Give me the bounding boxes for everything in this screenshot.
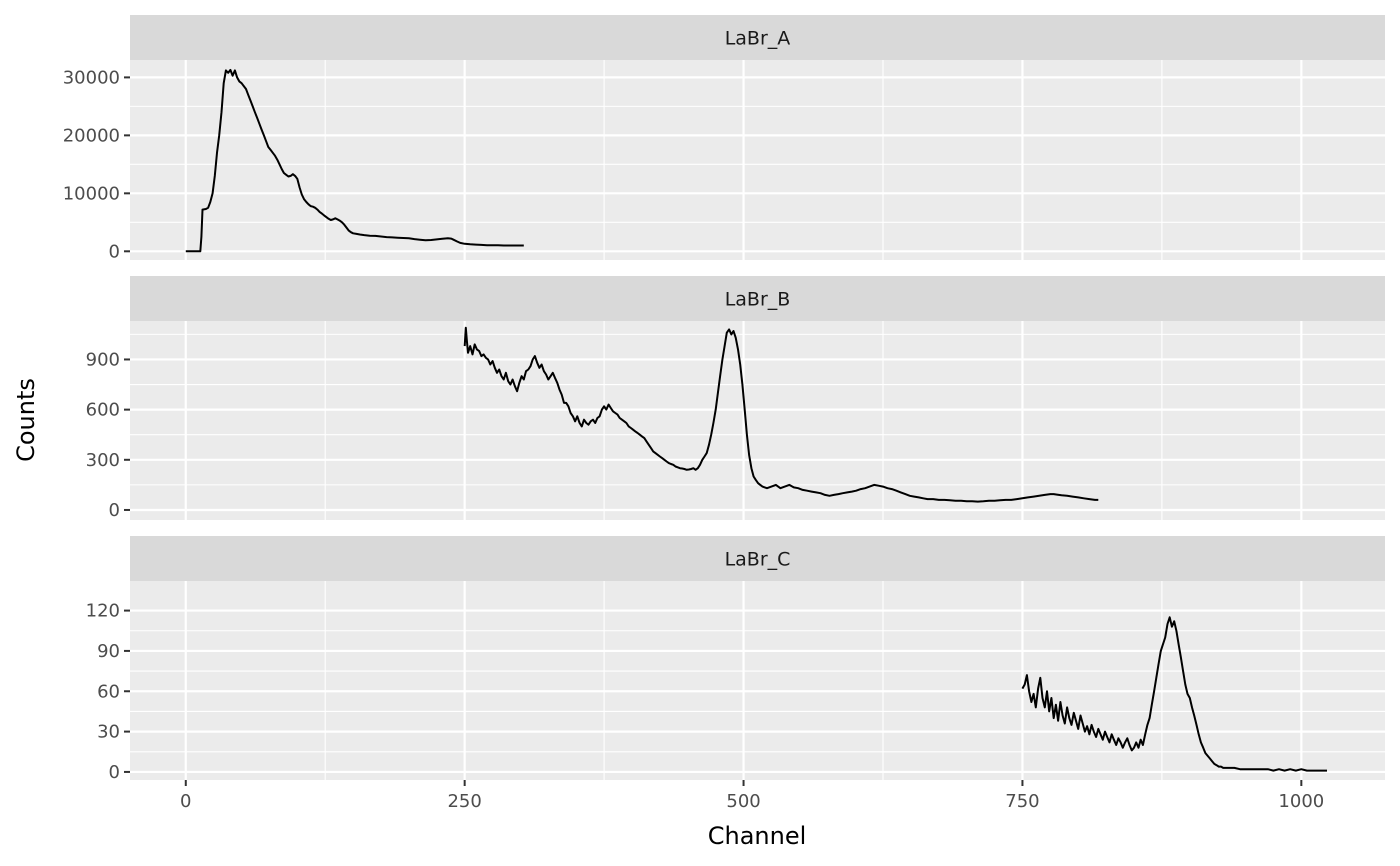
x-tick-label: 750 (1005, 791, 1039, 812)
chart-panels: LaBr_A0100002000030000LaBr_B0300600900La… (63, 15, 1385, 783)
facet-strip (130, 276, 1385, 321)
panel-background (130, 581, 1385, 780)
panel-background (130, 60, 1385, 260)
y-tick-label: 30 (97, 722, 120, 743)
facet-panel-2: LaBr_B 0 300 600 900 (86, 276, 1385, 521)
panel-background (130, 321, 1385, 520)
y-tick-label: 0 (109, 241, 120, 262)
y-tick-label: 600 (86, 400, 120, 421)
facet-strip (130, 15, 1385, 60)
y-tick-label: 90 (97, 641, 120, 662)
y-tick-label: 60 (97, 681, 120, 702)
y-tick-label: 30000 (63, 67, 120, 88)
x-tick-label: 1000 (1278, 791, 1324, 812)
y-tick-label: 0 (109, 500, 120, 521)
facet-strip (130, 536, 1385, 581)
series-line-LaBr_B (463, 326, 1099, 503)
series-line-LaBr_A (185, 68, 524, 253)
facet-panel-3: LaBr_C 0 30 60 90 120 (86, 536, 1385, 783)
x-axis: 0 250 500 750 1000 (180, 780, 1324, 812)
series-line-LaBr_C (1021, 616, 1327, 772)
x-tick-label: 250 (447, 791, 481, 812)
y-axis-title: Counts (12, 378, 40, 462)
y-tick-label: 300 (86, 450, 120, 471)
facet-strip-label: LaBr_A (725, 28, 791, 50)
y-tick-label: 20000 (63, 125, 120, 146)
y-tick-label: 120 (86, 601, 120, 622)
facet-panel-1: LaBr_A 0 10000 20000 30000 (63, 15, 1385, 262)
x-tick-label: 500 (726, 791, 760, 812)
x-tick-label: 0 (180, 791, 191, 812)
facet-strip-label: LaBr_C (725, 549, 791, 571)
x-axis-title: Channel (708, 822, 807, 850)
y-tick-label: 10000 (63, 183, 120, 204)
facet-strip-label: LaBr_B (725, 289, 791, 311)
y-tick-label: 0 (109, 762, 120, 783)
y-tick-label: 900 (86, 349, 120, 370)
